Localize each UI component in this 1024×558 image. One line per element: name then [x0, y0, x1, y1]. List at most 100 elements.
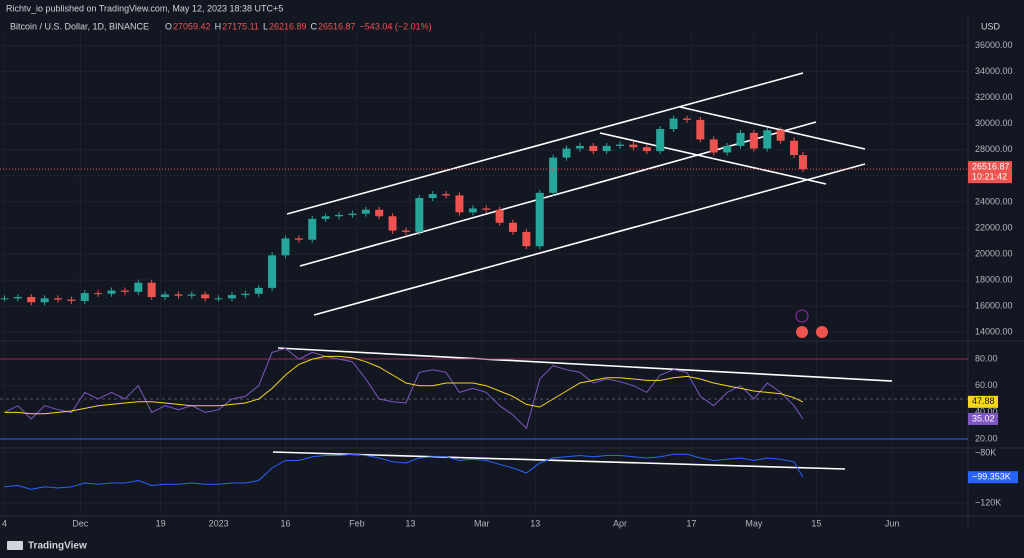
y-tick-label: 32000.00	[975, 92, 1013, 102]
candle	[147, 282, 156, 298]
series-line	[4, 347, 804, 430]
candle	[749, 132, 758, 149]
y-tick-label: 60.00	[975, 380, 998, 390]
ohlc-value: 26516.87	[318, 21, 356, 31]
candle	[281, 238, 290, 256]
y-tick-label: 20.00	[975, 433, 998, 443]
candle	[602, 145, 611, 152]
x-tick-label: Jun	[885, 518, 900, 528]
y-tick-label: 22000.00	[975, 222, 1013, 232]
x-tick-label: 4	[2, 518, 7, 528]
candle	[428, 194, 437, 199]
ohlc-label: O	[165, 21, 172, 31]
y-tick-label: 16000.00	[975, 301, 1013, 311]
trendline	[313, 163, 866, 316]
value-label-bg	[968, 412, 998, 425]
candle	[656, 128, 665, 152]
x-tick-label: 17	[686, 518, 696, 528]
candle	[67, 299, 76, 301]
candle	[361, 209, 370, 214]
candle	[455, 195, 464, 213]
candle	[790, 140, 799, 156]
candle	[227, 295, 236, 299]
ohlc-label: C	[311, 21, 318, 31]
y-tick-label: 18000.00	[975, 274, 1013, 284]
y-tick-label: −80K	[975, 447, 996, 457]
trendline	[679, 106, 866, 150]
candle	[682, 118, 691, 120]
candle	[522, 231, 531, 247]
candle	[482, 208, 491, 210]
candle	[562, 148, 571, 158]
candle	[616, 144, 625, 146]
x-tick-label: Mar	[474, 518, 490, 528]
price-label-bg	[968, 161, 1012, 184]
candle	[321, 216, 330, 219]
y-tick-label: 34000.00	[975, 66, 1013, 76]
ohlc-value: 26216.89	[269, 21, 307, 31]
value-label-bg	[968, 471, 1018, 484]
y-tick-label: 36000.00	[975, 40, 1013, 50]
x-tick-label: May	[745, 518, 763, 528]
countdown: 10:21:42	[972, 172, 1007, 182]
candle	[241, 293, 250, 296]
candle	[776, 130, 785, 141]
x-tick-label: 15	[811, 518, 821, 528]
x-tick-label: Apr	[613, 518, 627, 528]
ohlc-label: L	[263, 21, 268, 31]
candle	[308, 218, 317, 240]
series-line	[4, 453, 804, 490]
candle	[268, 255, 277, 288]
trendline	[277, 347, 893, 382]
candle	[187, 294, 196, 296]
event-icon[interactable]	[816, 326, 828, 338]
trendline	[272, 451, 846, 470]
y-tick-label: 28000.00	[975, 144, 1013, 154]
candle	[696, 119, 705, 140]
y-tick-label: 80.00	[975, 353, 998, 363]
y-tick-label: 24000.00	[975, 196, 1013, 206]
candle	[80, 293, 89, 301]
value-label: 35.02	[972, 413, 995, 423]
candle	[134, 282, 143, 292]
publisher: Richtv_io published on TradingView.com, …	[6, 3, 283, 13]
candle	[549, 157, 558, 193]
symbol: Bitcoin / U.S. Dollar, 1D, BINANCE	[10, 21, 149, 31]
x-tick-label: 13	[405, 518, 415, 528]
candle	[94, 293, 103, 295]
brand: TradingView	[28, 541, 87, 552]
candle	[589, 145, 598, 152]
candle	[201, 294, 210, 299]
candle	[401, 230, 410, 232]
y-tick-label: 20000.00	[975, 248, 1013, 258]
candle	[161, 294, 170, 298]
candle	[120, 290, 129, 292]
candle	[375, 209, 384, 217]
candle	[798, 155, 807, 170]
logo	[7, 541, 23, 550]
event-icon[interactable]	[796, 326, 808, 338]
y-tick-label: 14000.00	[975, 327, 1013, 337]
candle	[468, 208, 477, 213]
x-tick-label: 19	[156, 518, 166, 528]
candle	[13, 297, 22, 299]
candle	[388, 216, 397, 231]
candle	[254, 287, 263, 294]
candle	[415, 198, 424, 232]
x-tick-label: 2023	[209, 518, 229, 528]
candle	[736, 132, 745, 146]
y-tick-label: 40.00	[975, 407, 998, 417]
event-icon[interactable]	[795, 309, 809, 323]
candle	[294, 238, 303, 240]
candle	[335, 214, 344, 217]
candle	[0, 298, 9, 300]
series-line	[4, 355, 804, 415]
x-tick-label: Dec	[72, 518, 89, 528]
candle	[53, 298, 62, 300]
candle	[709, 139, 718, 153]
value-label: −99.353K	[972, 472, 1011, 482]
candle	[535, 192, 544, 247]
x-tick-label: Feb	[349, 518, 365, 528]
